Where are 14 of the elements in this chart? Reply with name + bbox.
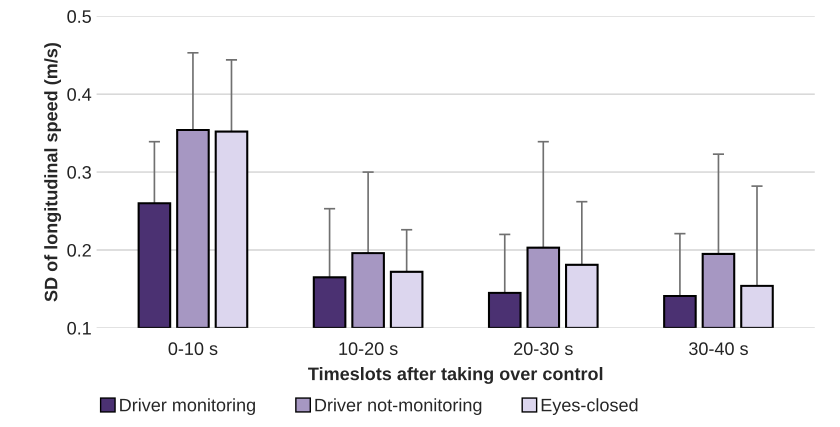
x-tick-label: 0-10 s: [168, 342, 218, 356]
legend-label: Eyes-closed: [542, 398, 638, 416]
y-tick-label: 0.4: [67, 88, 92, 101]
y-tick-label: 0.5: [67, 10, 91, 23]
x-tick-label: 20-30 s: [514, 342, 573, 356]
y-tick-label: 0.2: [67, 244, 91, 257]
x-tick-label: 30-40 s: [689, 342, 748, 356]
y-tick-label: 0.1: [67, 322, 91, 335]
x-axis-title: Timeslots after taking over control: [308, 366, 602, 384]
x-tick-label: 10-20 s: [339, 342, 398, 356]
y-tick-label: 0.3: [67, 166, 91, 179]
legend-label: Driver not-monitoring: [315, 398, 482, 416]
legend-label: Driver monitoring: [120, 398, 255, 416]
y-axis-title: SD of longitudinal speed (m/s): [44, 43, 62, 302]
